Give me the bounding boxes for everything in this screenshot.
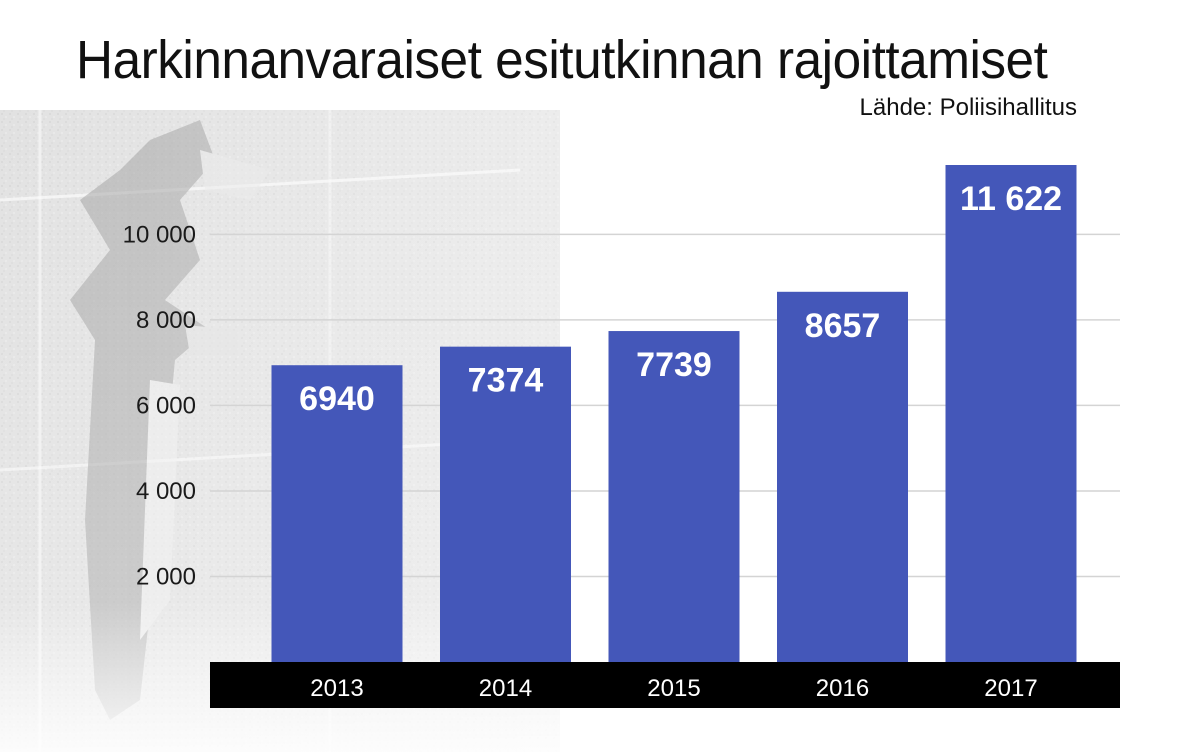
chart-title: Harkinnanvaraiset esitutkinnan rajoittam…	[76, 30, 1048, 90]
bar-2013	[271, 365, 403, 662]
bar-value-label: 11 622	[960, 180, 1062, 218]
y-axis-tick-labels: 2 000 4 000 6 000 8 000 10 000	[123, 221, 196, 590]
bars	[271, 165, 1077, 662]
bar-value-labels: 6940 7374 7739 8657 11 622	[299, 180, 1062, 418]
bar-2017	[945, 165, 1077, 662]
x-tick-label: 2017	[984, 675, 1037, 702]
x-tick-label: 2014	[479, 675, 532, 702]
y-tick-label: 2 000	[136, 563, 196, 590]
bar-value-label: 6940	[299, 380, 375, 418]
x-tick-label: 2013	[310, 675, 363, 702]
x-tick-label: 2016	[816, 675, 869, 702]
x-axis-tick-labels: 2013 2014 2015 2016 2017	[310, 675, 1037, 702]
bar-value-label: 8657	[805, 307, 881, 345]
bar-value-label: 7739	[636, 346, 712, 384]
x-tick-label: 2015	[647, 675, 700, 702]
x-axis-band	[210, 662, 1120, 708]
y-tick-label: 10 000	[123, 221, 196, 248]
bar-2014	[440, 346, 571, 662]
bar-2015	[608, 331, 740, 662]
y-tick-label: 4 000	[136, 478, 196, 505]
bar-2016	[777, 291, 908, 662]
bar-value-label: 7374	[468, 362, 544, 400]
y-tick-label: 6 000	[136, 392, 196, 419]
y-tick-label: 8 000	[136, 307, 196, 334]
chart-source: Lähde: Poliisihallitus	[859, 94, 1077, 121]
